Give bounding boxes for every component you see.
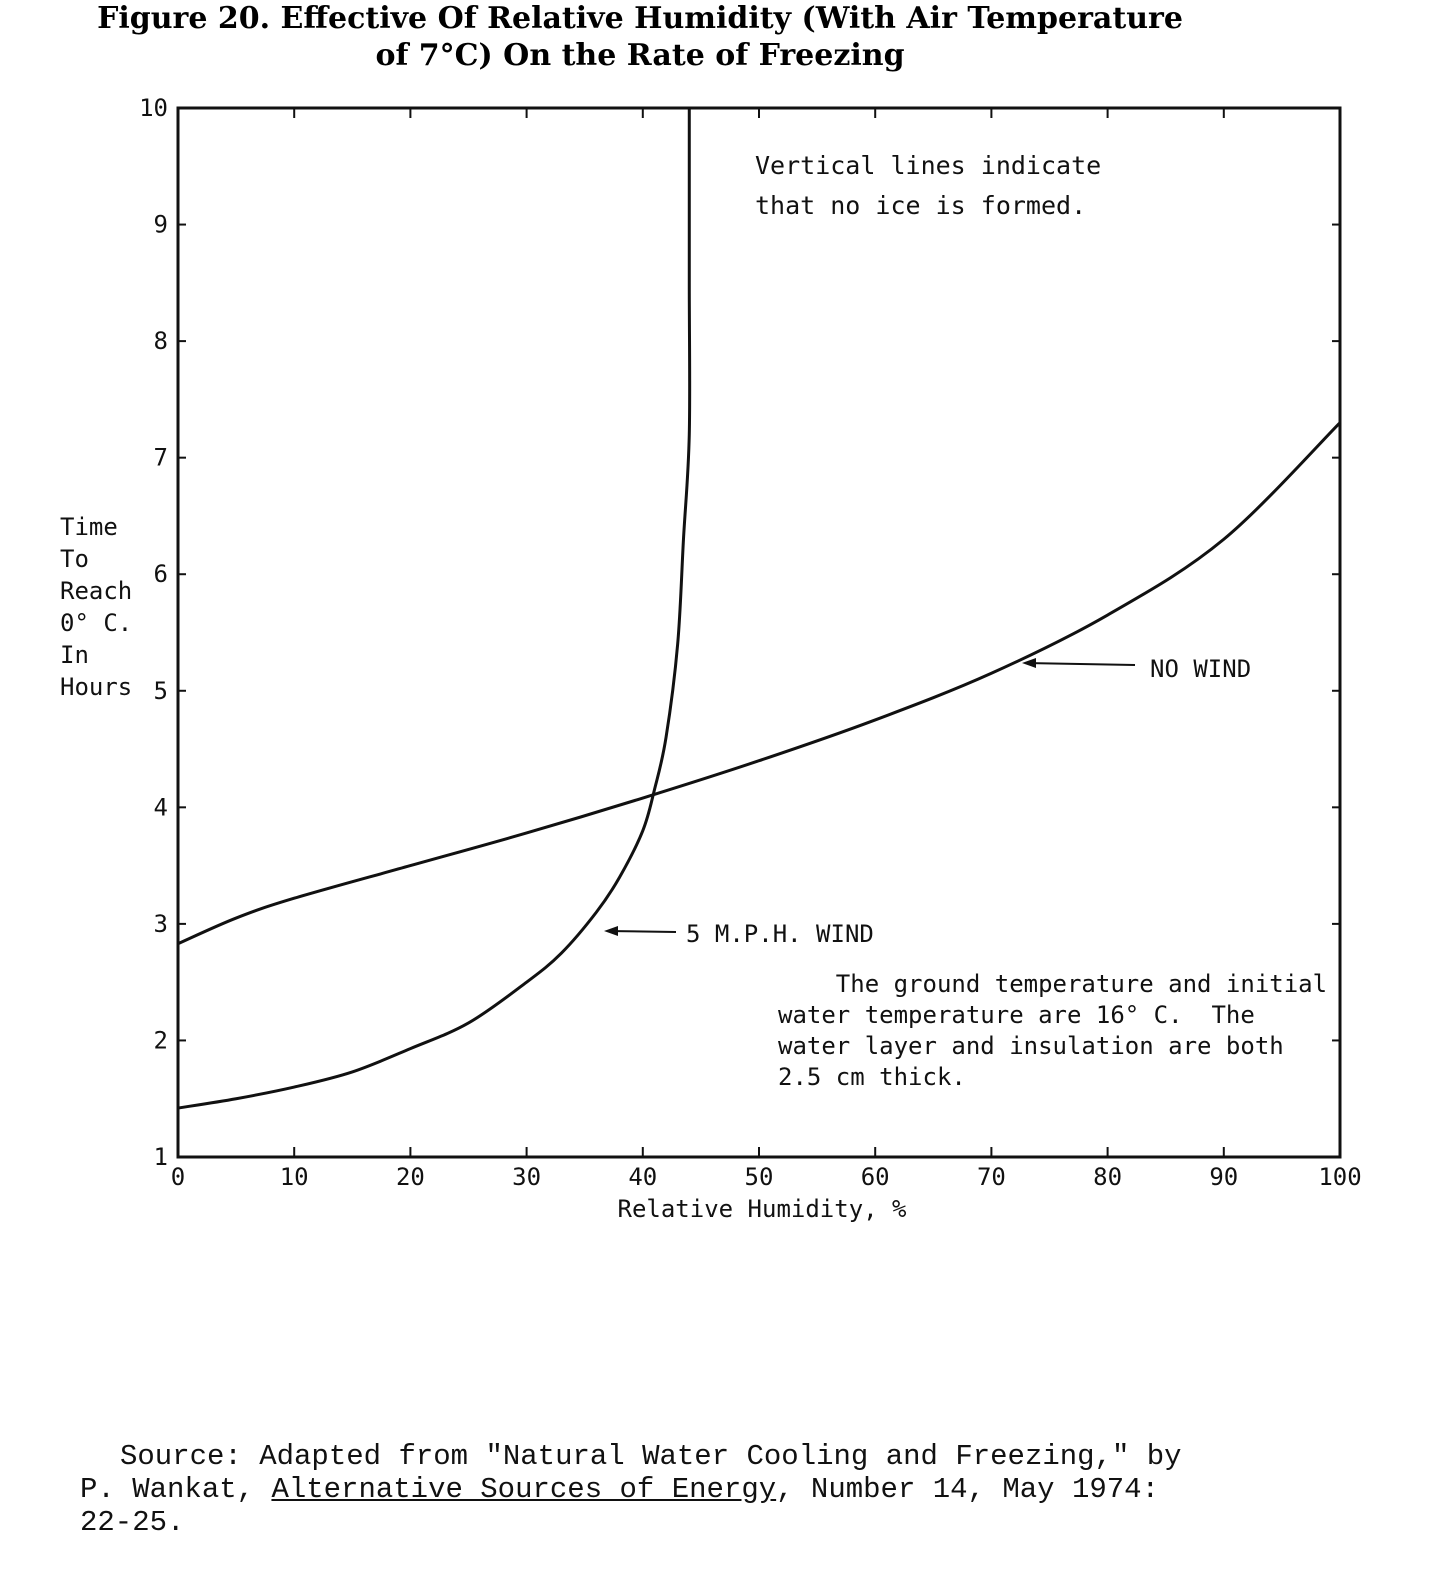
conditions-note: water temperature are 16° C. The <box>778 1001 1255 1029</box>
caption-line-2: of 7°C) On the Rate of Freezing <box>375 38 905 73</box>
source-pages: 22-25. <box>80 1506 185 1539</box>
no-wind-arrowhead <box>1022 658 1036 668</box>
y-tick-label: 4 <box>154 793 168 821</box>
y-tick-label: 1 <box>154 1143 168 1171</box>
y-tick-label: 3 <box>154 910 168 938</box>
plot-frame <box>176 106 1342 1159</box>
y-axis-label-line: Reach <box>60 577 132 605</box>
figure-caption: Figure 20. Effective Of Relative Humidit… <box>0 0 1280 74</box>
y-tick-label: 5 <box>154 677 168 705</box>
caption-line-1: Figure 20. Effective Of Relative Humidit… <box>97 1 1183 36</box>
source-issue: , Number 14, May 1974: <box>776 1473 1159 1506</box>
x-tick-label: 30 <box>512 1163 541 1191</box>
x-tick-label: 40 <box>628 1163 657 1191</box>
wind-label: 5 M.P.H. WIND <box>686 920 874 948</box>
no-wind-arrow <box>1024 662 1136 666</box>
y-axis-label-line: Time <box>60 513 118 541</box>
x-axis-label: Relative Humidity, % <box>618 1195 908 1223</box>
y-tick-label: 7 <box>154 444 168 472</box>
y-tick-label: 2 <box>154 1026 168 1054</box>
x-tick-label: 70 <box>977 1163 1006 1191</box>
y-tick-label: 9 <box>154 211 168 239</box>
series-line-no-wind <box>177 421 1342 946</box>
x-tick-label: 50 <box>745 1163 774 1191</box>
wind-arrowhead <box>604 926 618 936</box>
y-axis-label-line: To <box>60 545 89 573</box>
y-tick-label: 6 <box>154 560 168 588</box>
source-line-2: P. Wankat, Alternative Sources of Energy… <box>80 1473 1360 1506</box>
x-tick-label: 0 <box>171 1163 185 1191</box>
x-tick-label: 80 <box>1093 1163 1122 1191</box>
y-axis-label-line: In <box>60 641 89 669</box>
y-axis-label-line: Hours <box>60 673 132 701</box>
x-tick-label: 20 <box>396 1163 425 1191</box>
y-axis-label-line: 0° C. <box>60 609 132 637</box>
conditions-note: water layer and insulation are both <box>778 1032 1284 1060</box>
vertical-lines-note: Vertical lines indicate <box>755 151 1101 180</box>
y-tick-label: 8 <box>154 327 168 355</box>
source-journal: Alternative Sources of Energy <box>271 1473 777 1506</box>
source-citation: Source: Adapted from "Natural Water Cool… <box>80 1440 1360 1539</box>
vertical-lines-note: that no ice is formed. <box>755 191 1086 220</box>
x-tick-label: 100 <box>1318 1163 1361 1191</box>
no-wind-label: NO WIND <box>1150 655 1251 683</box>
x-tick-label: 60 <box>861 1163 890 1191</box>
x-tick-label: 10 <box>280 1163 309 1191</box>
y-tick-label: 10 <box>139 94 168 122</box>
source-line-1: Source: Adapted from "Natural Water Cool… <box>120 1440 1182 1473</box>
series-line-5mph-wind <box>177 108 692 1110</box>
source-author: P. Wankat, <box>80 1473 272 1506</box>
wind-arrow <box>606 930 677 933</box>
x-tick-label: 90 <box>1209 1163 1238 1191</box>
conditions-note: The ground temperature and initial <box>778 970 1327 998</box>
conditions-note: 2.5 cm thick. <box>778 1063 966 1091</box>
